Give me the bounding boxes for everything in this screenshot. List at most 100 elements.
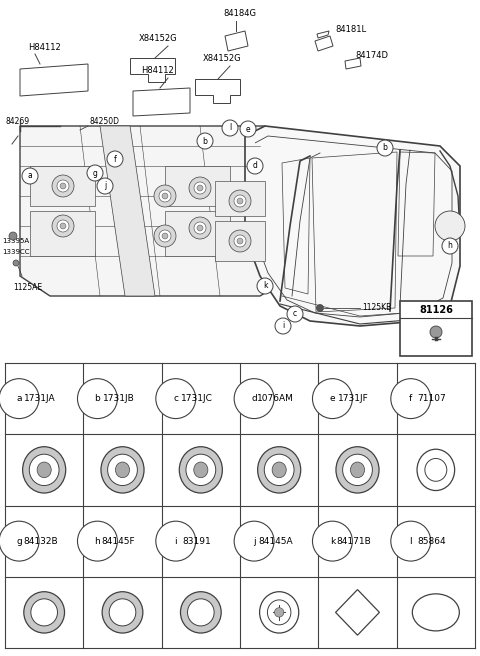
Circle shape: [154, 185, 176, 207]
Circle shape: [234, 521, 274, 561]
Polygon shape: [20, 126, 310, 296]
Circle shape: [0, 379, 39, 419]
Circle shape: [442, 238, 458, 254]
Ellipse shape: [31, 599, 58, 626]
Circle shape: [13, 260, 19, 266]
Ellipse shape: [272, 462, 286, 478]
Circle shape: [189, 177, 211, 199]
Bar: [165, 211, 230, 256]
Circle shape: [60, 183, 66, 189]
Bar: [30, 166, 95, 206]
Text: H84112: H84112: [142, 66, 174, 75]
Text: 1125KB: 1125KB: [362, 304, 391, 312]
Bar: [30, 211, 95, 256]
Circle shape: [22, 168, 38, 184]
Ellipse shape: [24, 592, 64, 633]
Text: k: k: [330, 537, 335, 546]
Text: c: c: [173, 394, 178, 403]
Circle shape: [234, 379, 274, 419]
Ellipse shape: [108, 454, 137, 485]
Text: 84250D: 84250D: [90, 117, 120, 127]
Circle shape: [197, 133, 213, 149]
Text: 84145A: 84145A: [258, 537, 293, 546]
Circle shape: [60, 223, 66, 229]
Ellipse shape: [188, 599, 214, 626]
Circle shape: [52, 175, 74, 197]
Bar: [215, 181, 265, 216]
Text: e: e: [246, 125, 250, 134]
Text: f: f: [409, 394, 412, 403]
Text: 85864: 85864: [418, 537, 446, 546]
Text: k: k: [263, 281, 267, 291]
Ellipse shape: [343, 454, 372, 485]
Text: 1731JC: 1731JC: [181, 394, 213, 403]
Text: 81126: 81126: [419, 305, 453, 315]
Ellipse shape: [116, 462, 130, 478]
Text: 71107: 71107: [418, 394, 446, 403]
Circle shape: [52, 215, 74, 237]
Text: 13395A: 13395A: [2, 238, 29, 244]
Ellipse shape: [101, 447, 144, 493]
Text: l: l: [409, 537, 412, 546]
Text: c: c: [293, 310, 297, 319]
Ellipse shape: [258, 447, 300, 493]
Circle shape: [156, 379, 196, 419]
Text: l: l: [229, 123, 231, 133]
Circle shape: [312, 521, 352, 561]
Circle shape: [87, 165, 103, 181]
Ellipse shape: [194, 462, 208, 478]
Circle shape: [234, 195, 246, 207]
Bar: [165, 166, 230, 206]
Text: h: h: [447, 241, 453, 251]
Text: 1339CC: 1339CC: [2, 249, 29, 255]
Circle shape: [9, 232, 17, 240]
Circle shape: [154, 225, 176, 247]
Ellipse shape: [336, 447, 379, 493]
Text: b: b: [95, 394, 100, 403]
Text: 84171B: 84171B: [336, 537, 371, 546]
Text: j: j: [253, 537, 255, 546]
Text: X84152G: X84152G: [203, 54, 241, 63]
Circle shape: [312, 379, 352, 419]
Text: 84174D: 84174D: [355, 51, 388, 60]
Circle shape: [287, 306, 303, 322]
Text: g: g: [16, 537, 22, 546]
Circle shape: [391, 379, 431, 419]
Circle shape: [189, 217, 211, 239]
Text: a: a: [16, 394, 22, 403]
Circle shape: [57, 220, 69, 232]
Circle shape: [159, 190, 171, 202]
Bar: [215, 221, 265, 261]
Circle shape: [194, 222, 206, 234]
Circle shape: [237, 238, 243, 244]
Circle shape: [57, 180, 69, 192]
Circle shape: [159, 230, 171, 242]
Text: 84132B: 84132B: [23, 537, 58, 546]
Circle shape: [237, 198, 243, 204]
Text: 1076AM: 1076AM: [257, 394, 294, 403]
Ellipse shape: [37, 462, 51, 478]
Circle shape: [391, 521, 431, 561]
Circle shape: [377, 140, 393, 156]
Circle shape: [197, 185, 203, 191]
Circle shape: [275, 607, 284, 617]
Circle shape: [430, 326, 442, 338]
Text: X84152G: X84152G: [139, 34, 177, 43]
Circle shape: [275, 318, 291, 334]
Text: b: b: [383, 144, 387, 152]
Circle shape: [197, 225, 203, 231]
Ellipse shape: [180, 592, 221, 633]
Circle shape: [156, 521, 196, 561]
Text: f: f: [114, 155, 116, 163]
Circle shape: [77, 521, 118, 561]
Polygon shape: [100, 126, 155, 296]
Text: j: j: [104, 182, 106, 190]
Polygon shape: [245, 126, 460, 326]
Text: d: d: [252, 161, 257, 171]
Circle shape: [97, 178, 113, 194]
Text: g: g: [93, 169, 97, 178]
Text: b: b: [203, 136, 207, 146]
Ellipse shape: [109, 599, 136, 626]
Circle shape: [229, 190, 251, 212]
Text: 1731JB: 1731JB: [103, 394, 134, 403]
